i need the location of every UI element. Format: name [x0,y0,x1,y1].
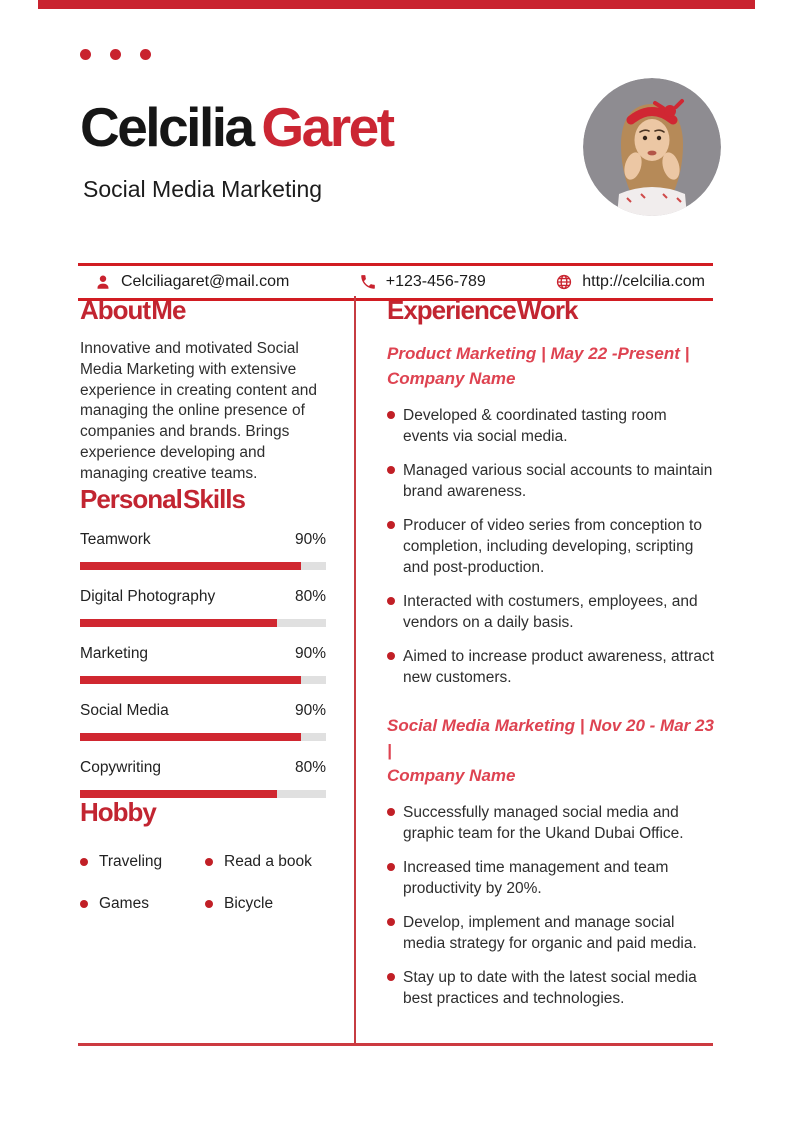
first-name: Celcilia [80,96,262,158]
hobby-item: Traveling [80,850,205,874]
last-name: Garet [261,96,395,158]
skill-percent: 90% [294,701,326,719]
contact-bar: Celciliagaret@mail.com +123-456-789 http… [78,263,713,301]
bullet-dot-icon [205,857,213,866]
skill-row: Marketing 90% [80,643,326,684]
skill-bar-track [80,789,326,798]
job-bullet: Successfully managed social media and gr… [387,802,714,844]
personal-skills-title: Personal Skills [80,483,246,514]
skill-percent: 80% [294,587,326,605]
phone-icon [360,275,375,289]
job-bullet: Aimed to increase product awareness, att… [387,646,714,688]
skill-row: Copywriting 80% [80,757,326,798]
job-heading-line1: Product Marketing | May 22 -Present | [387,344,690,363]
skill-label: Copywriting [80,758,161,776]
hobby-label: Read a book [224,852,312,870]
bullet-dot-icon [205,899,213,908]
dot-icon [140,49,151,60]
bottom-accent-line [78,1043,713,1046]
skill-bar-fill [80,618,277,627]
skill-percent: 90% [294,530,326,548]
skill-bar-fill [80,789,277,798]
skill-row: Social Media 90% [80,700,326,741]
website-text: http://celcilia.com [582,273,705,290]
hobby-item: Bicycle [205,892,326,916]
profile-photo [583,78,721,216]
job-bullet: Stay up to date with the latest social m… [387,967,714,1009]
job-heading-line1: Social Media Marketing | Nov 20 - Mar 23… [387,716,714,760]
skill-percent: 80% [294,758,326,776]
contact-email[interactable]: Celciliagaret@mail.com [94,273,289,291]
contact-website[interactable]: http://celcilia.com [555,273,705,291]
left-column: About Me Innovative and motivated Social… [80,296,326,916]
hobby-list: Traveling Read a book Games Bicycle [80,850,326,916]
job-title-subtitle: Social Media Marketing [83,176,323,202]
job-heading: Product Marketing | May 22 -Present | Co… [387,341,714,391]
job-bullet: Managed various social accounts to maint… [387,460,714,502]
contact-phone[interactable]: +123-456-789 [359,273,486,291]
job-heading-line2: Company Name [387,766,516,785]
decorative-dots [80,49,151,60]
skill-bar-fill [80,675,302,684]
job-heading: Social Media Marketing | Nov 20 - Mar 23… [387,713,714,788]
portrait-illustration [583,78,721,216]
experience-title: Experience Work [387,295,579,325]
about-me-text: Innovative and motivated Social Media Ma… [80,340,317,482]
skill-label: Teamwork [80,530,151,548]
dot-icon [80,49,91,60]
hobby-label: Bicycle [224,894,274,912]
job-bullet: Interacted with costumers, employees, an… [387,591,714,633]
skill-bar-track [80,561,326,570]
skill-bar-track [80,675,326,684]
skill-bar-track [80,618,326,627]
phone-text: +123-456-789 [385,273,486,290]
job-bullet: Developed & coordinated tasting room eve… [387,405,714,447]
skill-label: Marketing [80,644,149,662]
job-bullet: Increased time management and team produ… [387,857,714,899]
globe-icon [557,274,572,290]
job-bullet-list: Developed & coordinated tasting room eve… [387,405,714,688]
person-icon [97,275,109,289]
hobby-label: Traveling [99,852,163,870]
skill-row: Teamwork 90% [80,529,326,570]
skill-label: Digital Photography [80,587,216,605]
hobby-item: Games [80,892,205,916]
right-column: Experience Work Product Marketing | May … [387,296,714,1009]
skill-row: Digital Photography 80% [80,586,326,627]
column-divider [354,296,356,1043]
top-accent-bar [38,0,755,9]
skill-percent: 90% [294,644,326,662]
bullet-dot-icon [80,857,88,866]
email-text: Celciliagaret@mail.com [121,273,290,290]
about-me-title: About Me [80,295,186,325]
hobby-label: Games [99,894,149,912]
skill-bar-fill [80,561,302,570]
skill-label: Social Media [80,701,169,719]
person-name: Celcilia Garet [80,96,395,158]
bullet-dot-icon [80,899,88,908]
job-bullet: Develop, implement and manage social med… [387,912,714,954]
job-bullet-list: Successfully managed social media and gr… [387,802,714,1009]
dot-icon [110,49,121,60]
job-bullet: Producer of video series from conception… [387,515,714,578]
hobby-title: Hobby [80,796,157,827]
hobby-item: Read a book [205,850,326,874]
job-heading-line2: Company Name [387,369,516,388]
skill-bar-fill [80,732,302,741]
skill-bar-track [80,732,326,741]
